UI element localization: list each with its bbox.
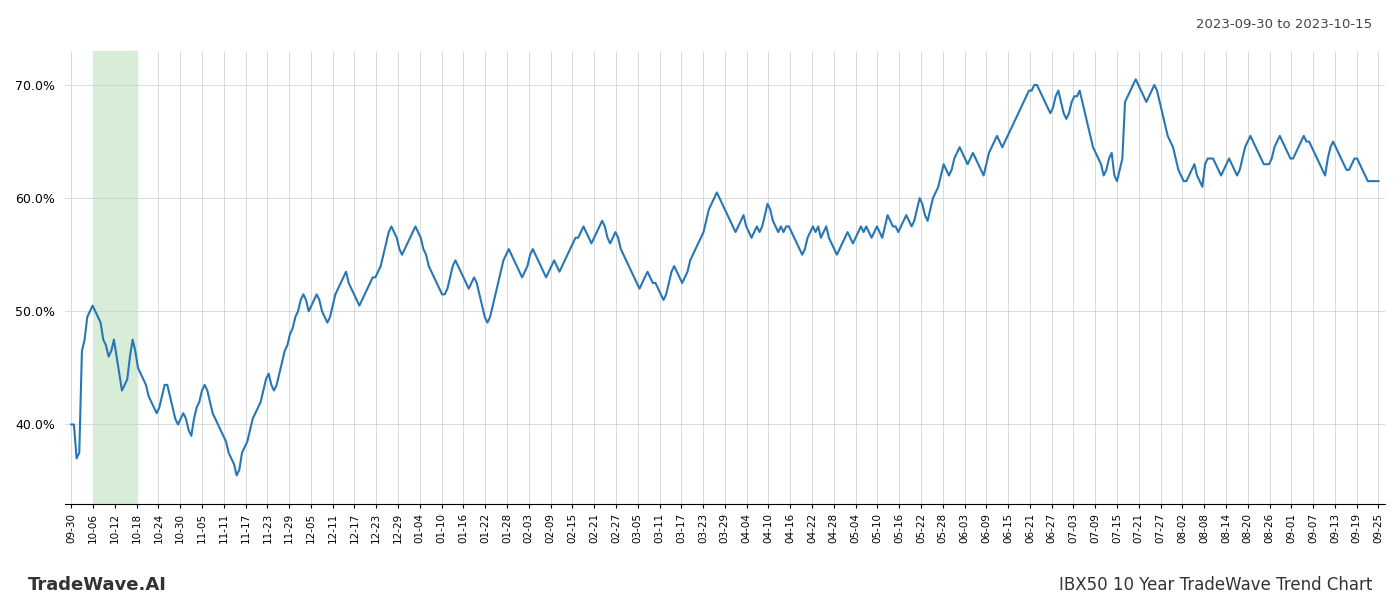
Text: 2023-09-30 to 2023-10-15: 2023-09-30 to 2023-10-15: [1196, 18, 1372, 31]
Text: TradeWave.AI: TradeWave.AI: [28, 576, 167, 594]
Text: IBX50 10 Year TradeWave Trend Chart: IBX50 10 Year TradeWave Trend Chart: [1058, 576, 1372, 594]
Bar: [92, 51, 137, 504]
